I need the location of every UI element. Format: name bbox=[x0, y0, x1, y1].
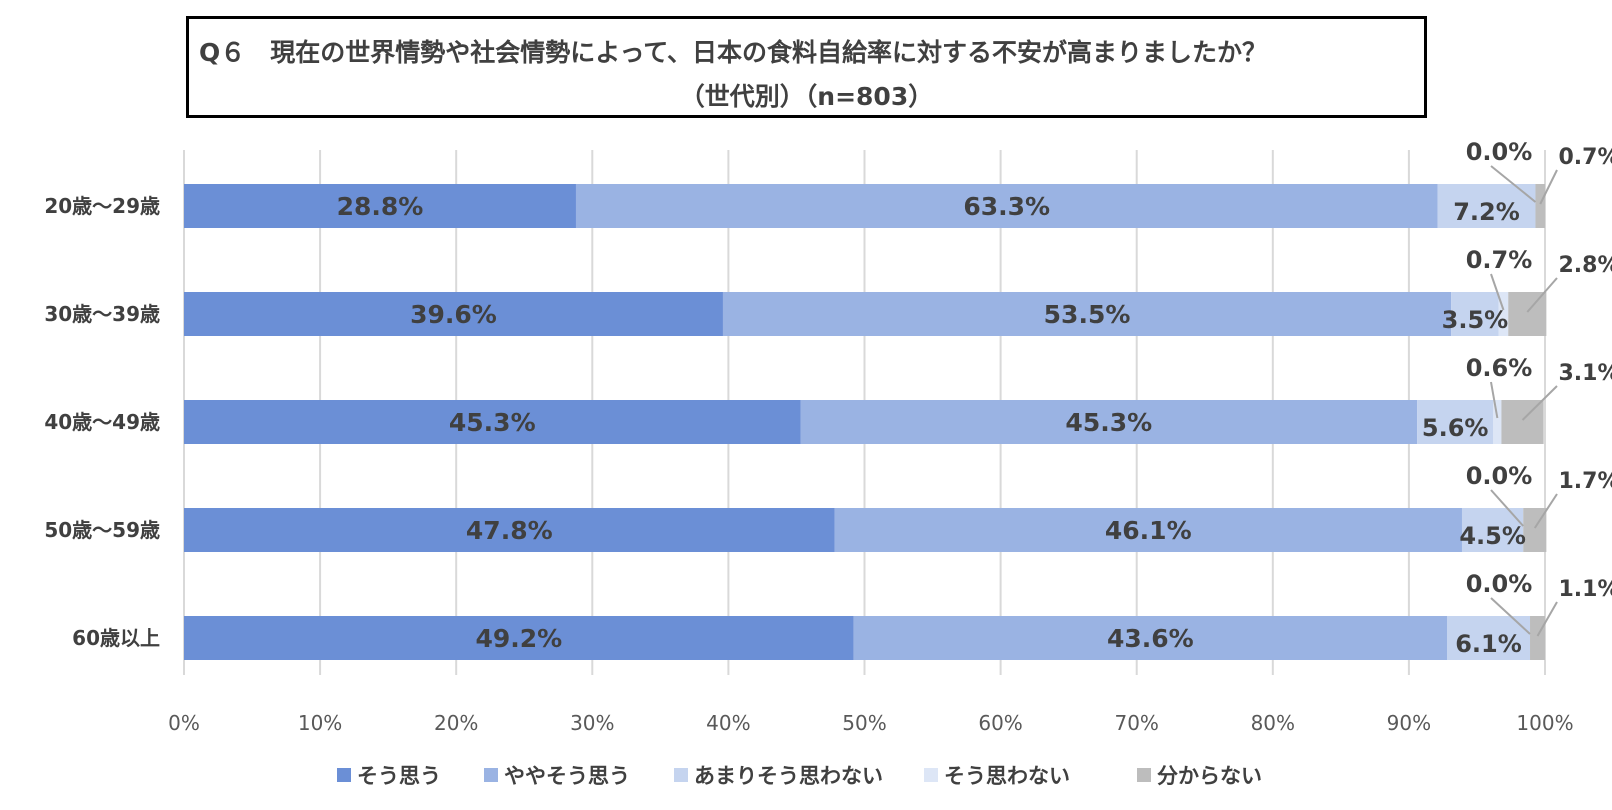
bar-segment bbox=[1493, 400, 1502, 444]
x-tick-label: 50% bbox=[842, 711, 886, 735]
leader-line bbox=[1526, 277, 1558, 313]
leader-line bbox=[1521, 385, 1558, 421]
data-label: 3.5% bbox=[1442, 306, 1509, 334]
legend-label: 分からない bbox=[1157, 764, 1262, 788]
chart-subtitle: （世代別）（n=803） bbox=[679, 82, 934, 111]
data-label: 53.5% bbox=[1044, 300, 1131, 329]
data-label: 1.1% bbox=[1558, 577, 1612, 602]
data-label: 0.0% bbox=[1466, 462, 1533, 490]
bar-segment bbox=[1498, 292, 1509, 336]
bar-segment bbox=[184, 184, 576, 228]
x-tick-label: 90% bbox=[1387, 711, 1431, 735]
leader-line bbox=[1539, 169, 1558, 205]
data-label: 0.6% bbox=[1466, 354, 1533, 382]
leader-line bbox=[1490, 489, 1524, 527]
data-label: 28.8% bbox=[337, 192, 424, 221]
data-label: 46.1% bbox=[1105, 516, 1192, 545]
bar-segment bbox=[184, 508, 835, 552]
legend-swatch bbox=[337, 768, 351, 782]
bar-segment bbox=[1437, 184, 1536, 228]
legend-swatch bbox=[1137, 768, 1151, 782]
bar-segment bbox=[1451, 292, 1499, 336]
legend-label: そう思う bbox=[357, 764, 441, 788]
data-label: 49.2% bbox=[475, 624, 562, 653]
y-category-label: 50歳～59歳 bbox=[44, 518, 160, 542]
data-label: 4.5% bbox=[1459, 522, 1526, 550]
x-tick-label: 100% bbox=[1516, 711, 1573, 735]
legend-item: あまりそう思わない bbox=[674, 760, 883, 790]
legend-swatch bbox=[674, 768, 688, 782]
y-category-label: 40歳～49歳 bbox=[44, 410, 160, 434]
data-label: 47.8% bbox=[466, 516, 553, 545]
stacked-bar-chart: 0% 10% 20% 30% 40% 50% 60% 70% 80% 90% 100% 20歳～29歳… bbox=[44, 138, 1612, 735]
data-label: 0.0% bbox=[1466, 138, 1533, 166]
data-label: 43.6% bbox=[1107, 624, 1194, 653]
data-label: 2.8% bbox=[1558, 253, 1612, 278]
data-label: 45.3% bbox=[1065, 408, 1152, 437]
bar-segment bbox=[575, 184, 1438, 228]
y-category-label: 20歳～29歳 bbox=[44, 194, 160, 218]
leader-line bbox=[1536, 601, 1558, 637]
data-label: 39.6% bbox=[410, 300, 497, 329]
bar-segment bbox=[1530, 616, 1545, 660]
data-label: 6.1% bbox=[1455, 630, 1522, 658]
legend-label: ややそう思う bbox=[504, 764, 630, 788]
bar-segment bbox=[184, 292, 723, 336]
y-category-label: 30歳～39歳 bbox=[44, 302, 160, 326]
leader-line bbox=[1490, 273, 1505, 311]
leader-line bbox=[1490, 381, 1499, 419]
legend-item: そう思う bbox=[337, 760, 441, 790]
bar-segment bbox=[722, 292, 1452, 336]
chart-title: Q６ 現在の世界情勢や社会情勢によって、日本の食料自給率に対する不安が高まりまし… bbox=[199, 38, 1268, 67]
x-tick-label: 70% bbox=[1114, 711, 1158, 735]
x-tick-label: 10% bbox=[298, 711, 342, 735]
data-label: 1.7% bbox=[1558, 469, 1612, 494]
legend-item: 分からない bbox=[1137, 760, 1262, 790]
y-category-label: 60歳以上 bbox=[72, 626, 160, 650]
chart-legend: そう思う ややそう思う あまりそう思わない そう思わない 分からない bbox=[0, 760, 1612, 790]
data-label: 0.7% bbox=[1466, 246, 1533, 274]
legend-item: そう思わない bbox=[924, 760, 1070, 790]
chart-title-box: Q６ 現在の世界情勢や社会情勢によって、日本の食料自給率に対する不安が高まりまし… bbox=[186, 16, 1427, 118]
bar-segment bbox=[1535, 184, 1545, 228]
legend-label: あまりそう思わない bbox=[694, 764, 883, 788]
data-label: 7.2% bbox=[1453, 198, 1520, 226]
leader-line bbox=[1490, 165, 1537, 203]
bar-segment bbox=[1447, 616, 1531, 660]
bar-segment bbox=[1508, 292, 1547, 336]
bar-segment bbox=[1417, 400, 1494, 444]
legend-item: ややそう思う bbox=[484, 760, 630, 790]
data-label: 3.1% bbox=[1558, 361, 1612, 386]
x-tick-label: 20% bbox=[434, 711, 478, 735]
data-label: 0.0% bbox=[1466, 570, 1533, 598]
data-label: 0.7% bbox=[1558, 145, 1612, 170]
bar-segment bbox=[834, 508, 1462, 552]
x-tick-label: 60% bbox=[978, 711, 1022, 735]
x-tick-label: 40% bbox=[706, 711, 750, 735]
data-label: 5.6% bbox=[1422, 414, 1489, 442]
leader-line bbox=[1533, 493, 1558, 529]
x-tick-label: 80% bbox=[1251, 711, 1295, 735]
legend-swatch bbox=[924, 768, 938, 782]
legend-swatch bbox=[484, 768, 498, 782]
bar-segment bbox=[184, 400, 801, 444]
bar-segment bbox=[184, 616, 854, 660]
x-tick-label: 30% bbox=[570, 711, 614, 735]
bar-segment bbox=[800, 400, 1418, 444]
data-label: 63.3% bbox=[963, 192, 1050, 221]
bar-segment bbox=[853, 616, 1448, 660]
leader-line bbox=[1490, 597, 1531, 635]
data-label: 45.3% bbox=[449, 408, 536, 437]
legend-label: そう思わない bbox=[944, 764, 1070, 788]
x-tick-label: 0% bbox=[168, 711, 200, 735]
